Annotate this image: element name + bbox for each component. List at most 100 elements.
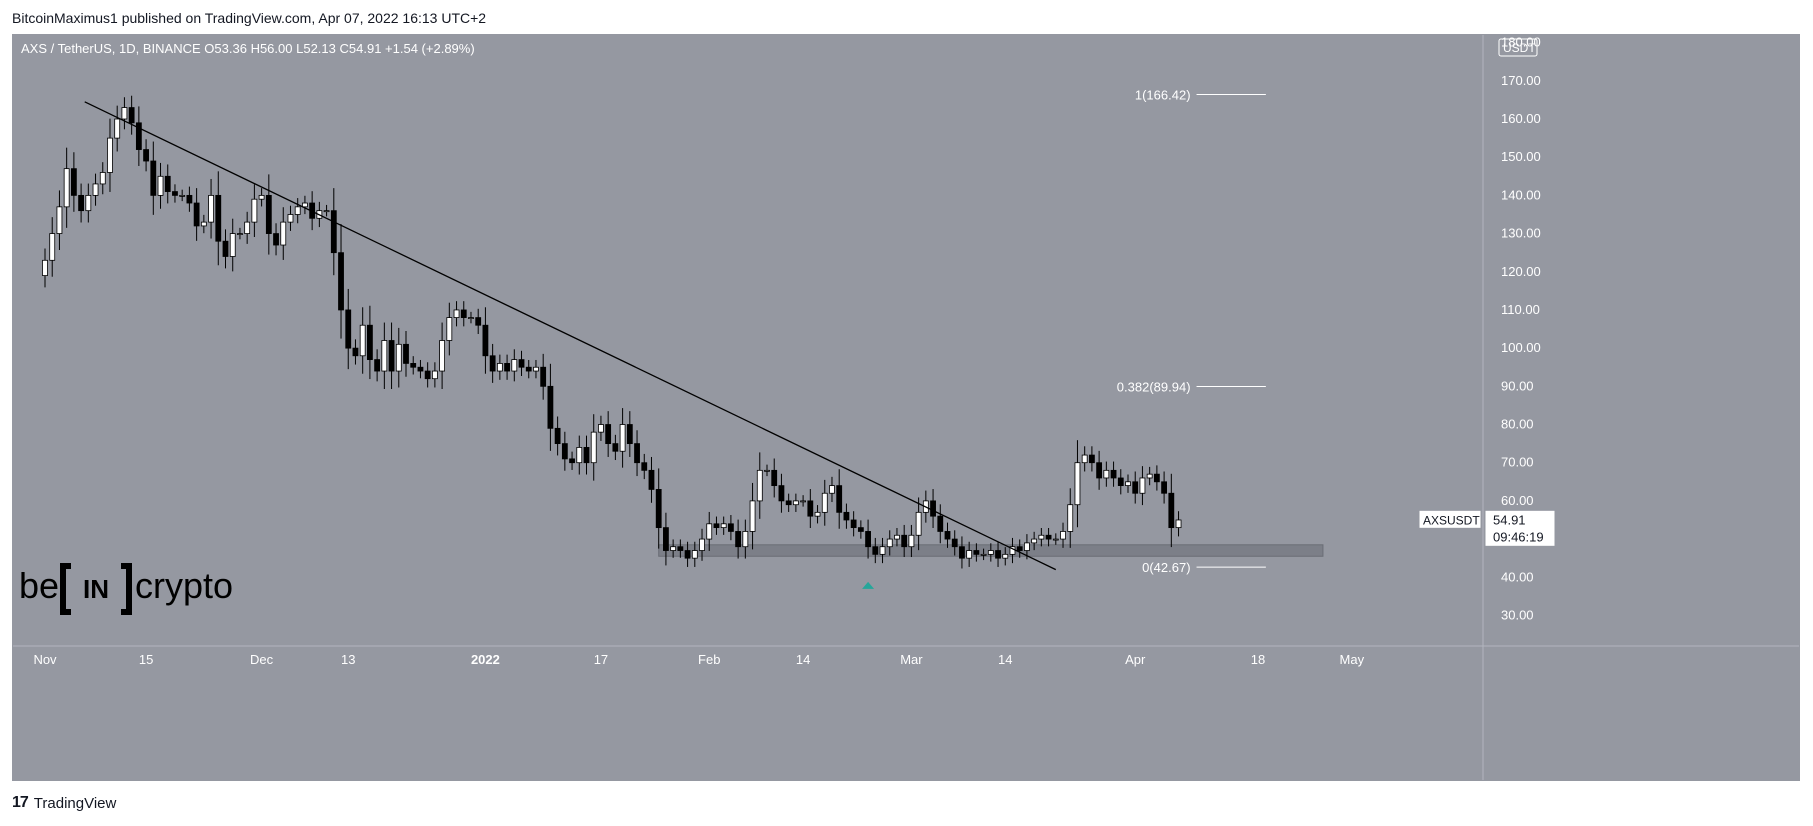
candle-body (1146, 473, 1153, 479)
candle-body (128, 107, 135, 124)
fib-level-label: 1(166.42) (1135, 87, 1191, 102)
candle-body (439, 340, 446, 372)
candle-body (381, 340, 388, 372)
candle-body (468, 317, 474, 319)
candle-body (944, 531, 951, 540)
candle-body (186, 194, 193, 204)
candle-body (1067, 504, 1074, 532)
candle-body (987, 550, 994, 555)
candle-body (655, 489, 662, 529)
candle-body (778, 485, 785, 502)
candle-body (561, 443, 568, 460)
candle-body (229, 233, 236, 257)
candle-body (302, 202, 308, 208)
candle-body (1002, 553, 1009, 559)
candle-body (590, 431, 597, 464)
candle-body (287, 214, 294, 223)
candle-body (222, 240, 229, 257)
candle-body (829, 485, 835, 494)
candle-body (713, 523, 720, 529)
candle-body (663, 527, 669, 551)
x-tick-label: 13 (341, 652, 355, 667)
candle-body (143, 149, 149, 162)
candle-body (1024, 542, 1030, 551)
candle-body (966, 550, 973, 559)
countdown-label: 09:46:19 (1493, 529, 1544, 544)
y-tick-label: 150.00 (1501, 149, 1541, 164)
candle-body (395, 343, 402, 372)
current-price-label: 54.91 (1493, 512, 1526, 527)
x-tick-label: Nov (33, 652, 57, 667)
x-tick-label: 2022 (471, 652, 500, 667)
candle-body (460, 309, 467, 318)
candle-body (453, 309, 460, 318)
y-tick-label: 80.00 (1501, 417, 1534, 432)
candle-body (475, 317, 482, 326)
candle-body (648, 469, 655, 490)
x-tick-label: 17 (594, 652, 608, 667)
footer-brand[interactable]: TradingView (33, 794, 117, 812)
candle-body (70, 168, 77, 196)
candle-body (410, 363, 417, 368)
candle-body (583, 447, 590, 464)
candle-body (1161, 481, 1167, 494)
candle-body (135, 122, 142, 150)
candle-body (56, 206, 63, 234)
legend-part: C (340, 41, 349, 56)
candle-body (1153, 473, 1160, 483)
candle-body (706, 523, 713, 540)
fib-level-label: 0.382(89.94) (1117, 380, 1191, 395)
candle-body (959, 546, 965, 559)
candle-body (908, 534, 915, 548)
candle-body (1060, 531, 1066, 540)
candle-body (1081, 454, 1088, 464)
candle-body (345, 309, 352, 349)
chart-frame[interactable]: 180.00 170.00 160.00 150.00 140.00 130.00 120.… (12, 34, 1800, 781)
candle-body (374, 359, 381, 372)
candle-body (569, 458, 575, 464)
candle-body (1045, 534, 1052, 540)
candle-body (598, 424, 604, 433)
y-tick-label: 40.00 (1501, 569, 1534, 584)
y-tick-label: 100.00 (1501, 340, 1541, 355)
candle-body (1031, 538, 1038, 544)
y-tick-label: 30.00 (1501, 607, 1534, 622)
legend-part: +1.54 (+2.89%) (385, 41, 475, 56)
x-tick-label: Feb (698, 652, 720, 667)
candle-body (735, 531, 742, 548)
y-tick-label: 90.00 (1501, 378, 1534, 393)
y-tick-label: 110.00 (1501, 302, 1540, 317)
candlestick-chart[interactable]: 180.00170.00160.00150.00140.00130.00120.… (13, 35, 1800, 781)
watermark-right: crypto (135, 565, 233, 606)
candle-body (518, 359, 525, 368)
candle-body (547, 385, 554, 429)
legend-part: AXS / TetherUS, 1D, BINANCE (21, 41, 204, 56)
candle-body (215, 194, 222, 242)
candle-body (78, 194, 84, 212)
candle-body (1074, 462, 1081, 506)
publish-info: BitcoinMaximus1 published on TradingView… (12, 10, 487, 26)
candle-body (150, 160, 157, 196)
candle-body (886, 538, 893, 548)
beincrypto-logo-icon (60, 563, 132, 615)
y-tick-label: 130.00 (1501, 226, 1541, 241)
candle-body (525, 366, 532, 372)
candle-body (619, 424, 626, 452)
tradingview-logo-icon[interactable]: 17 (12, 794, 29, 811)
candle-body (872, 546, 879, 555)
legend-part: 52.13 (303, 41, 339, 56)
candle-body (511, 359, 518, 372)
candle-body (1096, 462, 1103, 479)
candle-body (352, 347, 359, 357)
candle-body (424, 370, 431, 380)
candle-body (63, 168, 70, 208)
candle-body (930, 500, 936, 517)
currency-label: USDT (1503, 41, 1536, 55)
candle-body (894, 534, 900, 540)
candle-body (807, 500, 814, 517)
candle-body (915, 511, 922, 536)
candle-body (677, 546, 684, 551)
candle-body (792, 500, 799, 506)
candle-body (865, 531, 871, 548)
candle-body (764, 469, 770, 472)
